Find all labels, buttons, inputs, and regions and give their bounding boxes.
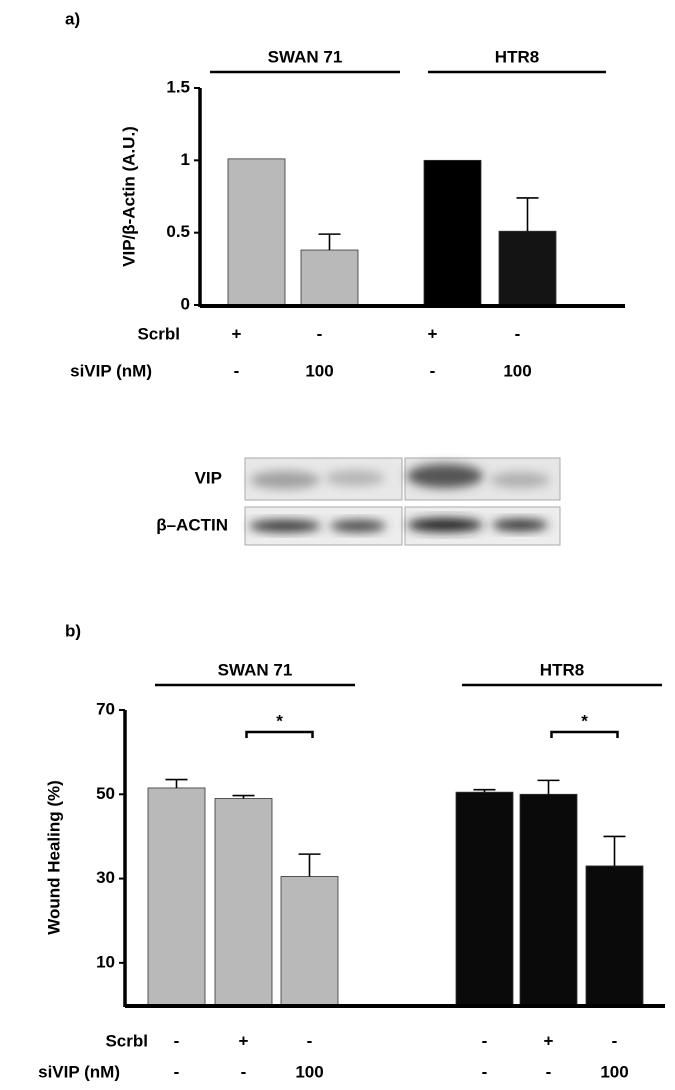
row-value: + xyxy=(428,324,438,343)
band xyxy=(407,464,483,488)
bar xyxy=(498,230,557,306)
row-value: - xyxy=(482,1062,488,1081)
significance-bracket xyxy=(550,730,619,738)
row-label: Scrbl xyxy=(137,324,180,343)
bar xyxy=(227,158,286,306)
y-tick-label: 1.5 xyxy=(166,77,190,96)
row-value: 100 xyxy=(503,361,531,380)
bar xyxy=(147,787,206,1006)
row-value: + xyxy=(239,1031,249,1050)
error-bar xyxy=(473,788,496,793)
error-bar xyxy=(298,853,321,877)
y-axis-label: Wound Healing (%) xyxy=(44,780,63,935)
row-value: - xyxy=(546,1062,552,1081)
y-tick-label: 10 xyxy=(96,952,115,971)
row-value: - xyxy=(515,324,521,343)
row-value: 100 xyxy=(305,361,333,380)
y-tick-label: 50 xyxy=(96,784,115,803)
row-value: - xyxy=(234,361,240,380)
bar xyxy=(519,793,578,1006)
significance-label: * xyxy=(276,711,283,730)
y-tick-label: 30 xyxy=(96,868,115,887)
error-bar xyxy=(165,778,188,788)
band xyxy=(330,520,386,532)
y-axis-label: VIP/β-Actin (A.U.) xyxy=(119,126,138,267)
row-value: - xyxy=(482,1031,488,1050)
group-label: HTR8 xyxy=(540,660,584,679)
band xyxy=(249,520,321,532)
band xyxy=(490,472,550,488)
row-value: - xyxy=(307,1031,313,1050)
row-value: - xyxy=(612,1031,618,1050)
row-value: + xyxy=(544,1031,554,1050)
error-bar xyxy=(603,835,626,866)
group-label: HTR8 xyxy=(495,47,539,66)
error-bar xyxy=(516,197,539,232)
row-value: 100 xyxy=(600,1062,628,1081)
bar xyxy=(455,791,514,1006)
bar xyxy=(214,798,273,1006)
y-tick-label: 70 xyxy=(96,699,115,718)
bar xyxy=(280,876,339,1006)
row-label: siVIP (nM) xyxy=(70,361,152,380)
row-value: - xyxy=(317,324,323,343)
band xyxy=(325,470,385,486)
y-tick-label: 0.5 xyxy=(166,222,190,241)
panel-label: a) xyxy=(65,9,80,28)
row-value: - xyxy=(241,1062,247,1081)
significance-label: * xyxy=(581,711,588,730)
y-tick-label: 0 xyxy=(181,294,190,313)
error-bar xyxy=(232,794,255,799)
group-label: SWAN 71 xyxy=(268,47,343,66)
row-value: - xyxy=(174,1031,180,1050)
band xyxy=(250,471,320,489)
blot-label: β–ACTIN xyxy=(156,515,228,534)
western-blot: VIP β–ACTIN xyxy=(156,457,561,546)
blot-label: VIP xyxy=(195,468,222,487)
error-bar xyxy=(537,779,560,795)
band xyxy=(407,518,483,532)
row-label: siVIP (nM) xyxy=(38,1062,120,1081)
row-label: Scrbl xyxy=(105,1031,148,1050)
panel-label: b) xyxy=(65,621,81,640)
row-value: - xyxy=(430,361,436,380)
bar xyxy=(300,249,359,306)
error-bar xyxy=(318,233,341,251)
row-value: - xyxy=(174,1062,180,1081)
row-value: 100 xyxy=(295,1062,323,1081)
band xyxy=(492,519,548,531)
y-tick-label: 1 xyxy=(181,150,190,169)
group-label: SWAN 71 xyxy=(218,660,293,679)
significance-bracket xyxy=(245,730,314,738)
bar xyxy=(423,159,482,306)
row-value: + xyxy=(232,324,242,343)
bar xyxy=(585,865,644,1006)
